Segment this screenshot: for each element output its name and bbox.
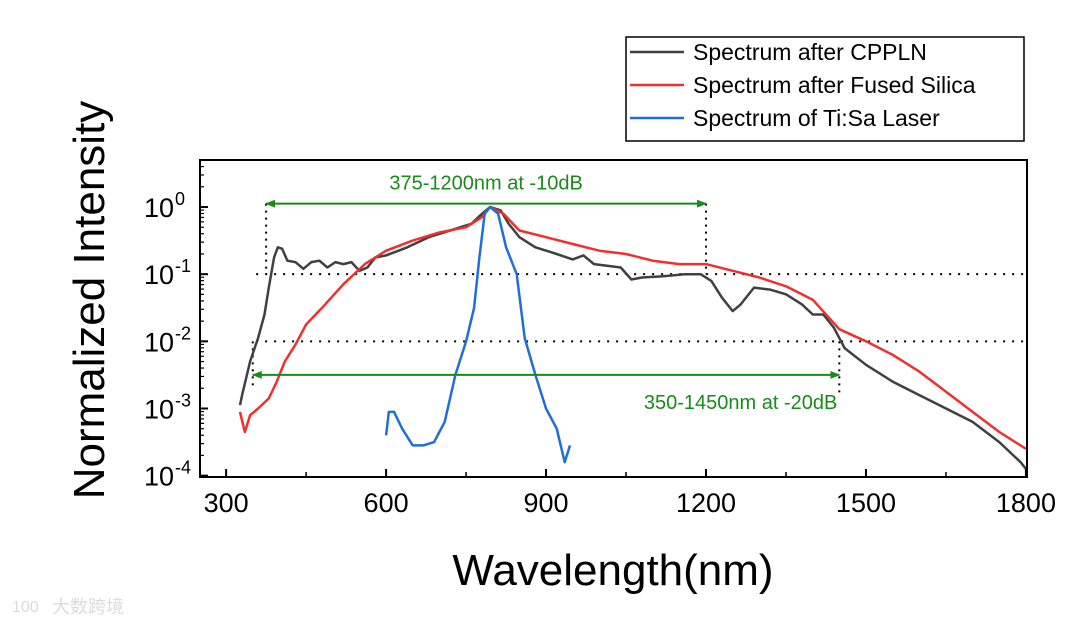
y-tick-label: 10 xyxy=(144,193,174,223)
legend-box xyxy=(625,36,1025,142)
annotation-label: 350-1450nm at -20dB xyxy=(644,392,837,414)
watermark-text: 大数跨境 xyxy=(52,597,124,617)
series-line-0 xyxy=(238,205,1027,470)
series-line-2 xyxy=(384,205,572,464)
legend-label: Spectrum of Ti:Sa Laser xyxy=(693,105,940,131)
x-tick-label: 1500 xyxy=(836,488,896,518)
x-tick-label: 1200 xyxy=(676,488,736,518)
legend-label: Spectrum after CPPLN xyxy=(693,39,927,65)
legend-label: Spectrum after Fused Silica xyxy=(693,72,976,98)
annotations: 375-1200nm at -10dB 350-1450nm at -20dB xyxy=(251,173,841,414)
plot-frame xyxy=(199,159,1028,478)
y-axis-label: Normalized Intensity xyxy=(65,101,114,500)
series-group xyxy=(238,205,1027,470)
y-tick-label: 10 xyxy=(144,327,174,357)
y-tick-label: 10 xyxy=(144,260,174,290)
y-tick-label: 10 xyxy=(144,462,174,492)
series-line-1 xyxy=(238,205,1027,450)
y-tick-exponent: 0 xyxy=(175,189,185,209)
y-tick-exponent: -4 xyxy=(175,458,191,478)
annotation-label: 375-1200nm at -10dB xyxy=(389,173,582,195)
y-tick-exponent: -1 xyxy=(175,256,191,276)
x-tick-label: 900 xyxy=(524,488,569,518)
x-tick-label: 1800 xyxy=(996,488,1056,518)
y-tick-exponent: -3 xyxy=(175,390,191,410)
watermark: 100 大数跨境 xyxy=(12,597,124,617)
y-tick-exponent: -2 xyxy=(175,323,191,343)
reference-lines xyxy=(251,203,1027,396)
watermark-logo: 100 xyxy=(12,599,39,616)
legend: Spectrum after CPPLN Spectrum after Fused… xyxy=(625,36,1025,142)
y-tick-label: 10 xyxy=(144,394,174,424)
x-tick-label: 600 xyxy=(364,488,409,518)
x-tick-label: 300 xyxy=(204,488,249,518)
x-axis-label: Wavelength(nm) xyxy=(452,546,773,595)
